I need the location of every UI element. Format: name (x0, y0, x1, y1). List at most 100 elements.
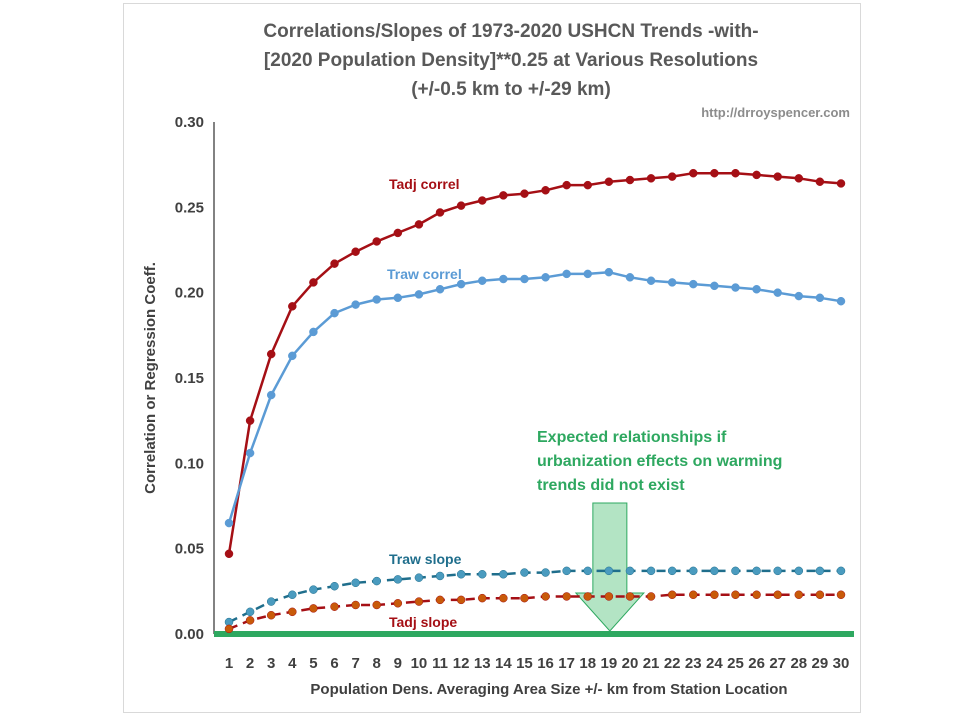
x-tick-label: 4 (288, 655, 297, 672)
data-point (836, 566, 846, 576)
series-labels: Tadj correl Traw correl Traw slope Tadj slo… (387, 176, 462, 630)
data-point (266, 349, 276, 359)
data-point (245, 416, 255, 425)
data-point (604, 566, 614, 576)
data-point (520, 189, 529, 198)
y-tick-label: 0.20 (175, 285, 204, 302)
x-tick-label: 26 (748, 655, 765, 672)
data-point (393, 293, 403, 303)
data-point (689, 168, 698, 178)
data-point (710, 590, 719, 599)
data-point (710, 281, 719, 291)
data-point (562, 592, 571, 601)
x-tick-label: 2 (246, 655, 254, 672)
data-point (520, 593, 529, 603)
x-tick-label: 13 (474, 655, 491, 672)
data-point (752, 590, 761, 599)
data-point (288, 351, 297, 361)
data-point (773, 566, 782, 576)
data-point (583, 566, 593, 576)
y-tick-label: 0.15 (175, 370, 204, 387)
x-tick-label: 24 (706, 655, 723, 672)
data-point (752, 566, 761, 576)
data-point (625, 175, 635, 185)
x-tick-label: 25 (727, 655, 744, 672)
data-point (372, 600, 381, 610)
x-tick-label: 9 (394, 655, 402, 672)
data-point (330, 602, 339, 611)
series-line (227, 270, 842, 524)
annotation-text-line: Expected relationships if (537, 429, 727, 446)
x-tick-label: 23 (685, 655, 702, 672)
x-tick-label: 6 (330, 655, 338, 672)
data-point (752, 170, 761, 180)
series-line (227, 171, 842, 554)
data-point (604, 267, 614, 277)
data-point (288, 590, 297, 599)
data-point (667, 590, 677, 599)
data-point (351, 247, 360, 256)
data-point (541, 568, 550, 577)
data-point (499, 191, 508, 200)
data-point (520, 568, 529, 577)
y-tick-label: 0.25 (175, 199, 204, 216)
data-point (224, 549, 234, 559)
data-point (266, 390, 276, 400)
x-tick-label: 11 (432, 655, 448, 672)
data-point (414, 573, 424, 582)
data-point (499, 274, 508, 284)
data-point (288, 302, 297, 311)
data-point (351, 578, 360, 588)
x-tick-label: 8 (373, 655, 381, 672)
data-point (731, 566, 740, 576)
data-point (477, 593, 487, 603)
chart-frame: Correlations/Slopes of 1973-2020 USHCN T… (123, 3, 861, 713)
data-point (646, 276, 656, 285)
x-tick-label: 12 (453, 655, 470, 672)
x-tick-labels: 1 2 3 4 5 6 7 8 9 10 11 12 13 14 15 16 17 18 19 20 21 22 23 24 2… (225, 655, 850, 672)
x-tick-label: 3 (267, 655, 275, 672)
data-point (562, 566, 571, 576)
chart: Correlations/Slopes of 1973-2020 USHCN T… (142, 21, 854, 698)
x-tick-label: 28 (790, 655, 807, 672)
x-tick-label: 20 (622, 655, 639, 672)
data-point (393, 599, 403, 608)
data-point (330, 259, 339, 268)
data-point (562, 180, 571, 190)
data-point (245, 607, 255, 617)
series-group (224, 168, 846, 634)
data-point (583, 269, 593, 279)
y-tick-labels: 0.00 0.05 0.10 0.15 0.20 0.25 0.30 (175, 114, 204, 643)
series-label: Traw correl (387, 266, 462, 282)
annotation-text-line: urbanization effects on warming (537, 453, 782, 470)
data-point (731, 590, 740, 599)
data-point (562, 269, 571, 279)
data-point (309, 585, 318, 594)
data-point (625, 566, 635, 576)
data-point (794, 291, 804, 301)
data-point (689, 279, 698, 289)
data-point (689, 566, 698, 576)
data-point (646, 566, 656, 576)
data-point (710, 566, 719, 576)
data-point (583, 592, 593, 601)
annotation: Expected relationships if urbanization ef… (214, 429, 854, 637)
chart-title-line: (+/-0.5 km to +/-29 km) (411, 79, 611, 100)
x-tick-label: 14 (495, 655, 512, 672)
data-point (477, 570, 487, 579)
data-point (773, 590, 782, 599)
data-point (435, 285, 445, 294)
x-tick-label: 5 (309, 655, 317, 672)
data-point (689, 590, 698, 599)
series-label: Traw slope (389, 551, 462, 567)
data-point (604, 592, 614, 601)
data-point (583, 180, 593, 190)
x-tick-label: 29 (812, 655, 829, 672)
data-point (499, 593, 508, 603)
data-point (667, 278, 677, 287)
data-point (309, 278, 318, 287)
data-point (541, 186, 550, 195)
data-point (773, 172, 782, 181)
series-label: Tadj correl (389, 176, 460, 192)
annotation-text-line: trends did not exist (537, 477, 685, 494)
